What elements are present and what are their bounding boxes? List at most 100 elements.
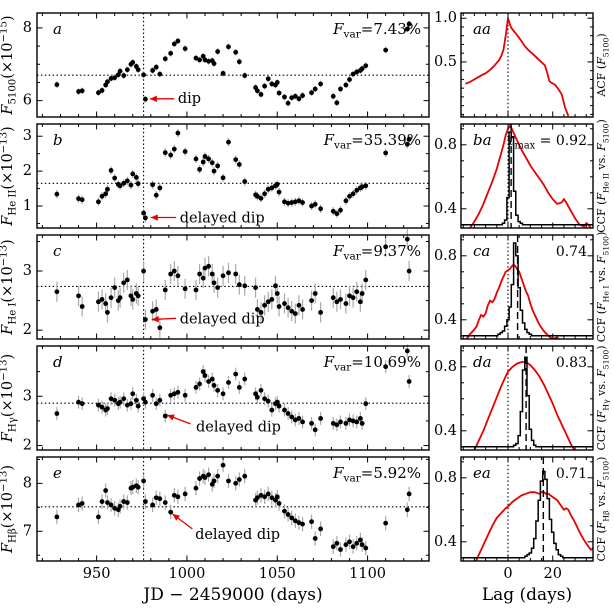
x-tick-label: 1050 (259, 566, 296, 582)
x-tick-label: 1000 (168, 566, 205, 582)
lag-histogram (461, 242, 593, 337)
panel-letter: b (53, 131, 63, 149)
panel-frame (36, 123, 430, 229)
annotation-delayed-dip: delayed dip (172, 513, 280, 543)
rmax-label: 0.71 (556, 466, 587, 482)
y-tick-label: 8 (23, 475, 32, 491)
right-axis-label: CCF (FHe I vs. F5100) (595, 232, 611, 343)
y-tick-label: 0.5 (434, 54, 457, 70)
data-points (54, 348, 412, 433)
ccf-curve (473, 361, 576, 450)
y-tick-label: 8 (23, 20, 32, 36)
data-points (54, 236, 412, 331)
y-tick-label: 0.8 (434, 248, 457, 264)
y-axis-label: FHe II(×10−13) (0, 126, 19, 226)
y-axis-label: FHe I(×10−13) (0, 239, 19, 335)
y-tick-label: 0.4 (434, 201, 457, 217)
x-axis-label-left: JD − 2459000 (days) (143, 585, 323, 605)
panel-letter: ca (473, 242, 490, 260)
ccf-curve (474, 491, 593, 561)
data-points (54, 462, 412, 552)
panel-letter: da (473, 353, 492, 371)
panel-frame (36, 345, 430, 451)
annotation-dip: dip (149, 91, 201, 107)
fvar-label: Fvar=5.92% (332, 464, 421, 485)
y-tick-label: 1 (23, 198, 32, 214)
panel-aa: aa 0.5 1.0 ACF (F5100) (434, 10, 611, 118)
panel-ba: ba τmax = 0.92 0.4 0.8 CCF (FHe II vs. F5100… (434, 119, 611, 233)
y-tick-label: 2 (23, 438, 32, 454)
y-tick-label: 6 (23, 93, 32, 109)
panel-letter: a (53, 20, 62, 38)
panel-frame (36, 456, 430, 562)
panel-frame (460, 456, 594, 562)
y-tick-label: 2 (23, 322, 32, 338)
y-tick-label: 0.4 (434, 312, 457, 328)
data-points (54, 21, 412, 106)
x-tick-label: 1100 (349, 566, 386, 582)
annotation-delayed-dip: delayed dip (166, 414, 281, 435)
y-axis-label: FHγ(×10−13) (0, 354, 19, 443)
panel-frame (460, 345, 594, 451)
rmax-label: τmax = 0.92 (507, 133, 587, 152)
panel-ca: ca 0.74 0.4 0.8 CCF (FHe I vs. F5100) (434, 232, 611, 343)
panel-letter: aa (473, 20, 491, 38)
panel-frame (460, 123, 594, 229)
ccf-curve (465, 17, 570, 117)
lag-histogram (461, 131, 593, 226)
panel-frame (460, 12, 594, 118)
right-axis-label: CCF (FHe II vs. F5100) (595, 119, 611, 233)
y-tick-label: 0.8 (434, 359, 457, 375)
fvar-label: Fvar=9.37% (332, 242, 421, 263)
panel-da: da 0.83 0.4 0.8 CCF (FHγ vs. F5100) (434, 345, 611, 451)
panel-letter: e (53, 464, 62, 482)
x-tick-label: 950 (83, 566, 111, 582)
panel-ea: ea 0.71 0.4 0.8 CCF (FHβ vs. F5100) 0 20 (434, 456, 611, 582)
ccf-curve (468, 124, 592, 228)
rmax-label: 0.74 (556, 244, 587, 260)
panel-frame (460, 234, 594, 340)
x-axis-label-right: Lag (days) (481, 585, 573, 605)
y-axis-label: F5100(×10−15) (0, 15, 19, 115)
x-tick-label: 0 (503, 566, 512, 582)
fvar-label: Fvar=35.39% (323, 131, 421, 152)
y-tick-label: 0.4 (434, 423, 457, 439)
y-tick-label: 0.8 (434, 137, 457, 153)
data-points (54, 130, 412, 221)
panel-letter: d (53, 353, 63, 371)
y-tick-label: 0.8 (434, 470, 457, 486)
annotation-text: delayed dip (195, 527, 280, 543)
annotation-text: delayed dip (180, 312, 265, 328)
right-axis-label: CCF (FHβ vs. F5100) (595, 457, 611, 562)
y-tick-label: 1.0 (434, 10, 457, 26)
fvar-label: Fvar=10.69% (323, 353, 421, 374)
annotation-text: delayed dip (180, 211, 265, 227)
y-tick-label: 3 (23, 388, 32, 404)
y-tick-label: 3 (23, 128, 32, 144)
y-tick-label: 7 (23, 523, 32, 539)
panel-letter: ba (473, 131, 492, 149)
y-tick-label: 0.4 (434, 534, 457, 550)
panel-frame (36, 234, 430, 340)
lag-histogram (461, 470, 593, 559)
annotation-text: dip (178, 91, 201, 107)
right-axis-label: CCF (FHγ vs. F5100) (595, 345, 611, 450)
fvar-label: Fvar=7.43% (332, 20, 421, 41)
annotation-delayed-dip: delayed dip (150, 211, 265, 227)
annotation-delayed-dip: delayed dip (151, 312, 265, 328)
annotation-text: delayed dip (196, 419, 281, 435)
rmax-label: 0.83 (556, 355, 587, 371)
y-tick-label: 3 (23, 263, 32, 279)
ccf-curve (465, 264, 560, 339)
y-tick-label: 2 (23, 163, 32, 179)
panel-frame (36, 12, 430, 118)
panel-letter: c (53, 242, 62, 260)
x-tick-label: 20 (544, 566, 562, 582)
